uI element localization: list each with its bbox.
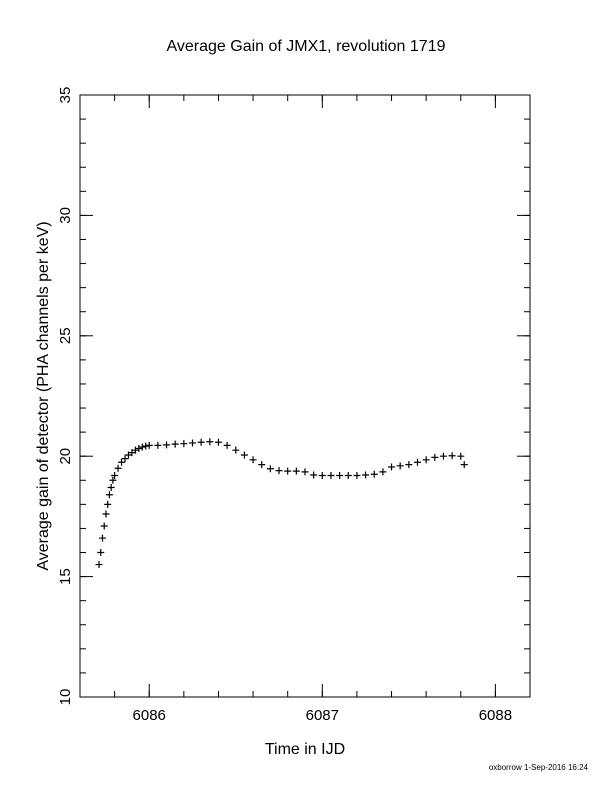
data-point	[232, 446, 240, 454]
data-point	[405, 461, 413, 469]
data-point	[131, 446, 139, 454]
data-point	[457, 452, 465, 460]
x-tick-label: 6086	[133, 707, 166, 724]
data-point	[121, 455, 129, 463]
data-point	[197, 438, 205, 446]
data-point	[145, 441, 153, 449]
data-point	[138, 443, 146, 451]
data-point	[95, 561, 103, 569]
data-point	[336, 471, 344, 479]
data-point	[189, 439, 196, 447]
x-tick-label: 6087	[306, 707, 339, 724]
data-point	[206, 438, 214, 446]
data-point	[439, 452, 447, 460]
data-point	[327, 471, 335, 479]
data-point	[99, 534, 106, 542]
data-point	[396, 462, 404, 470]
data-point	[107, 484, 115, 492]
data-point	[379, 468, 387, 476]
data-points	[95, 438, 468, 569]
data-point	[414, 458, 421, 466]
data-point	[142, 442, 150, 450]
data-point	[100, 522, 108, 530]
data-point	[111, 471, 119, 479]
plot-frame	[79, 94, 531, 698]
data-point	[154, 441, 162, 449]
data-point	[275, 467, 283, 475]
data-point	[105, 491, 113, 499]
data-point	[171, 440, 179, 448]
data-point	[318, 471, 326, 479]
y-tick-label: 20	[57, 448, 74, 465]
data-point	[448, 452, 456, 460]
data-point	[310, 471, 318, 479]
data-point	[353, 471, 361, 479]
x-tick-labels: 6086 6087 6088	[133, 707, 513, 724]
data-point	[258, 461, 266, 469]
y-tick-label: 15	[57, 568, 74, 585]
data-point	[97, 549, 105, 557]
data-point	[266, 465, 274, 473]
data-point	[460, 461, 468, 469]
y-major-ticks	[80, 94, 530, 698]
data-point	[240, 451, 248, 459]
data-point	[180, 440, 188, 448]
y-axis-label: Average gain of detector (PHA channels p…	[35, 221, 52, 570]
data-point	[249, 456, 257, 464]
y-tick-label: 10	[57, 689, 74, 706]
x-axis-label: Time in IJD	[265, 741, 345, 758]
data-point	[370, 470, 378, 478]
y-tick-label: 25	[57, 327, 74, 344]
y-tick-label: 30	[57, 207, 74, 224]
x-major-ticks	[148, 95, 496, 697]
y-tick-labels: 10 15 20 25 30 35	[57, 87, 74, 706]
y-tick-label: 35	[57, 87, 74, 104]
data-point	[344, 471, 352, 479]
data-point	[214, 438, 222, 446]
data-point	[422, 456, 430, 464]
data-point	[301, 468, 309, 476]
footer-credit: oxborrow 1-Sep-2016 16:24	[489, 763, 589, 772]
data-point	[362, 471, 370, 479]
data-point	[114, 464, 122, 472]
data-point	[104, 500, 112, 508]
data-point	[163, 441, 171, 449]
data-point	[135, 444, 143, 452]
data-point	[118, 458, 126, 466]
chart-title: Average Gain of JMX1, revolution 1719	[167, 38, 446, 55]
x-minor-ticks	[79, 95, 531, 697]
y-minor-ticks	[80, 94, 530, 698]
data-point	[284, 467, 292, 475]
x-tick-label: 6088	[479, 707, 512, 724]
data-point	[102, 510, 110, 518]
data-point	[292, 467, 300, 475]
data-point	[431, 453, 439, 461]
data-point	[109, 476, 117, 484]
data-point	[223, 441, 231, 449]
data-point	[388, 463, 396, 471]
